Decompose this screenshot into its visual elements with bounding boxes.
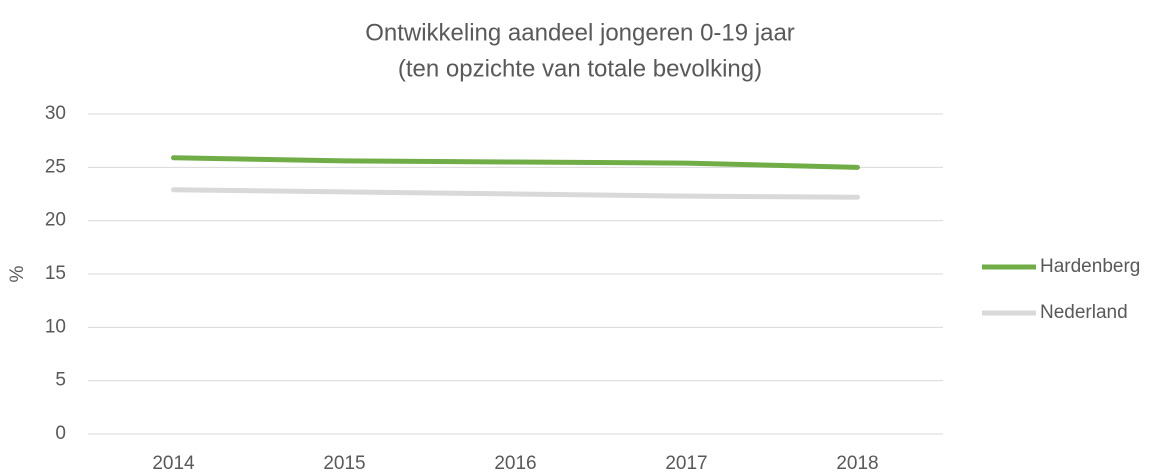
y-tick-label: 30 — [45, 103, 66, 124]
legend-label: Hardenberg — [1040, 256, 1140, 277]
y-axis-label: % — [7, 265, 28, 282]
chart-title: Ontwikkeling aandeel jongeren 0-19 jaar — [365, 19, 795, 46]
y-tick-label: 20 — [45, 210, 66, 231]
y-tick-label: 15 — [45, 263, 66, 284]
data-line — [171, 187, 860, 200]
data-line — [171, 155, 860, 170]
x-tick-label: 2015 — [323, 453, 365, 474]
x-tick-label: 2017 — [665, 453, 707, 474]
x-tick-label: 2014 — [152, 453, 195, 474]
legend-label: Nederland — [1040, 302, 1128, 323]
y-tick-label: 0 — [55, 423, 66, 444]
y-tick-label: 5 — [55, 370, 66, 391]
x-tick-label: 2018 — [836, 453, 878, 474]
y-tick-label: 25 — [45, 156, 66, 177]
x-tick-label: 2016 — [494, 453, 536, 474]
y-tick-label: 10 — [45, 316, 66, 337]
chart-subtitle: (ten opzichte van totale bevolking) — [398, 55, 762, 82]
